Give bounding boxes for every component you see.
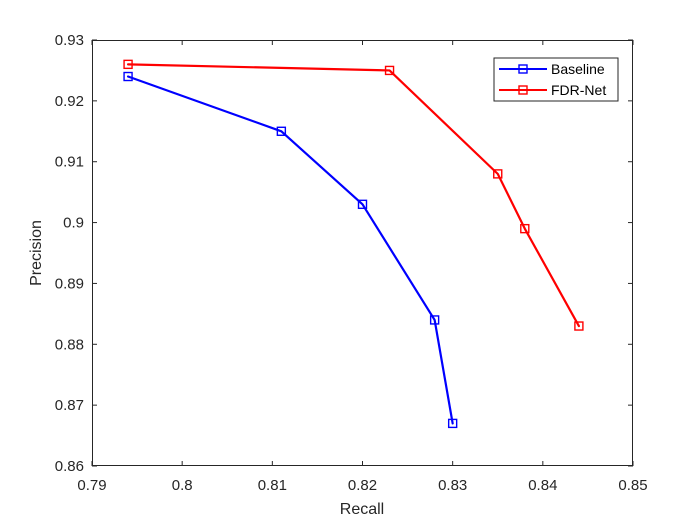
- x-tick-label: 0.85: [618, 477, 647, 494]
- ticks-layer: 0.79 0.8 0.81 0.82 0.83 0.84 0.85 0.86 0.87 0.88 0…: [55, 32, 648, 494]
- series-line-fdr-net: [126, 63, 581, 328]
- y-axis-label: Precision: [28, 220, 45, 286]
- y-tick-label: 0.91: [55, 154, 84, 171]
- x-axis-label: Recall: [340, 501, 384, 518]
- data-point-fdr-net: [520, 223, 530, 234]
- legend-fdrnet-marker: [518, 85, 528, 95]
- x-tick-label: 0.84: [528, 477, 557, 494]
- legend-baseline-marker: [518, 64, 528, 74]
- y-tick-label: 0.87: [55, 397, 84, 414]
- y-tick-label: 0.9: [63, 215, 84, 232]
- x-tick-label: 0.79: [77, 477, 106, 494]
- x-tick-label: 0.8: [172, 477, 193, 494]
- data-point-fdr-net: [123, 59, 133, 70]
- legend-box: [493, 57, 619, 102]
- y-tick-label: 0.93: [55, 32, 84, 49]
- plot-area: [92, 40, 633, 466]
- data-point-baseline: [357, 199, 368, 210]
- x-tick-label: 0.81: [258, 477, 287, 494]
- legend-baseline-label: Baseline: [551, 61, 605, 77]
- y-tick-label: 0.92: [55, 93, 84, 110]
- x-tick-label: 0.83: [438, 477, 467, 494]
- data-point-fdr-net: [493, 169, 503, 179]
- series-line-baseline: [126, 75, 454, 425]
- x-tick-label: 0.82: [348, 477, 377, 494]
- y-tick-label: 0.86: [55, 458, 84, 475]
- y-tick-label: 0.88: [55, 336, 84, 353]
- data-point-baseline: [447, 418, 458, 429]
- y-tick-label: 0.89: [55, 275, 84, 292]
- series-layer: [123, 59, 584, 429]
- data-point-fdr-net: [574, 321, 584, 331]
- data-point-baseline: [429, 315, 440, 325]
- data-point-baseline: [123, 71, 133, 82]
- data-point-fdr-net: [384, 65, 395, 76]
- legend-fdrnet-label: FDR-Net: [551, 82, 606, 98]
- legend: Baseline FDR-Net: [493, 57, 619, 102]
- data-point-baseline: [276, 126, 287, 136]
